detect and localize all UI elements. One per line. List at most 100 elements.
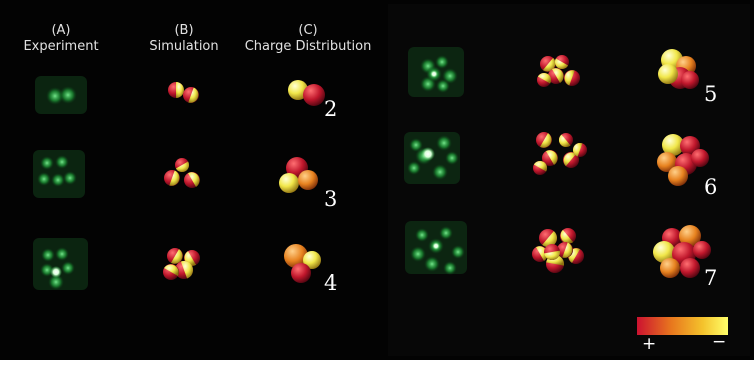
row-number-6: 6 [704,175,718,199]
charge-sphere [653,241,675,263]
simulation-particle [540,56,556,72]
fluorescence-spot [55,247,69,261]
particle-yellow-half [546,150,558,165]
header-letter-a: (A) [51,23,71,38]
fluorescence-spot [46,87,64,105]
simulation-particle [542,150,558,166]
particle-yellow-half [180,260,194,279]
experiment-panel [33,238,88,290]
simulation-particle [183,87,199,103]
experiment-panel [404,132,460,184]
header-experiment: (A) Experiment [23,23,98,55]
charge-sphere [658,64,678,84]
simulation-particle [164,170,180,186]
charge-cluster [658,49,699,89]
charge-sphere [298,170,318,190]
simulation-particle [560,228,576,244]
header-charge-distribution: (C) Charge Distribution [245,23,372,55]
simulation-particle [558,133,573,148]
row-number-3: 3 [324,187,338,211]
simulation-particle [554,55,569,70]
fluorescence-spot [407,161,421,175]
particle-yellow-half [176,82,184,98]
row-number-2: 2 [324,97,338,121]
fluorescence-spot [55,155,69,169]
fluorescence-spot [436,135,452,151]
header-name-simulation: Simulation [149,39,219,54]
simulation-particle [564,70,580,86]
simulation-particle [533,160,548,175]
fluorescence-bright-spot [430,70,438,78]
charge-cluster [657,134,709,186]
particle-yellow-half [169,170,180,186]
particle-yellow-half [540,133,552,148]
particle-yellow-half [542,231,558,248]
charge-sphere [284,244,308,268]
particle-yellow-half [572,142,583,157]
simulation-particle [536,132,552,148]
header-name-experiment: Experiment [23,39,99,54]
colorbar-minus-label: − [712,332,727,352]
experiment-panel [405,221,467,275]
particle-yellow-half [188,87,199,103]
cluster-marks [33,47,711,290]
experiment-panel [35,76,87,114]
simulation-particle [184,172,200,188]
fluorescence-spot [51,173,65,187]
charge-cluster [284,244,321,283]
charge-cluster [288,80,325,106]
charge-sphere [691,149,709,167]
fluorescence-bright-spot [50,266,62,278]
particle-yellow-half [558,134,571,148]
charge-sphere [303,251,321,269]
row-number-4: 4 [324,271,338,295]
simulation-cluster [532,228,584,273]
simulation-particle [175,158,190,173]
fluorescence-spot [435,55,449,69]
charge-sphere [680,258,700,278]
fluorescence-spot [59,86,77,104]
simulation-cluster [533,132,587,175]
particle-yellow-half [562,242,573,258]
simulation-cluster [168,82,199,103]
charge-sphere [681,71,699,89]
fluorescence-spot [424,256,440,272]
particle-yellow-half [188,172,200,187]
fluorescence-spot [415,228,429,242]
charge-sphere [303,84,325,106]
charge-cluster [653,225,711,278]
particle-yellow-half [537,72,552,84]
simulation-cluster [164,158,200,188]
header-name-charge-distribution: Charge Distribution [244,39,372,54]
particle-yellow-half [164,264,179,276]
charge-sphere [279,173,299,193]
fluorescence-spot [37,172,51,186]
particle-yellow-half [171,249,183,264]
simulation-particle [563,152,579,168]
charge-sphere [679,225,701,247]
charge-cluster [279,157,318,193]
fluorescence-spot [445,151,459,165]
colorbar-plus-label: + [642,334,657,354]
fluorescence-spot [41,248,55,262]
particle-yellow-half [560,229,574,244]
fluorescence-spot [410,246,426,262]
fluorescence-spot [443,261,457,275]
particle-yellow-half [544,250,561,261]
particle-yellow-half [554,58,569,70]
charge-sphere [657,152,677,172]
simulation-cluster [537,55,580,87]
simulation-particle [167,248,183,264]
simulation-cluster [163,248,200,280]
fluorescence-spot [61,261,75,275]
row-number-7: 7 [704,266,718,290]
experiment-panel [408,47,464,97]
fluorescence-spot [436,79,450,93]
charge-sphere [660,258,680,278]
fluorescence-spot [40,156,54,170]
header-letter-c: (C) [298,23,318,38]
row-number-5: 5 [704,82,718,106]
simulation-particle [163,264,179,280]
header-letter-b: (B) [174,23,194,38]
